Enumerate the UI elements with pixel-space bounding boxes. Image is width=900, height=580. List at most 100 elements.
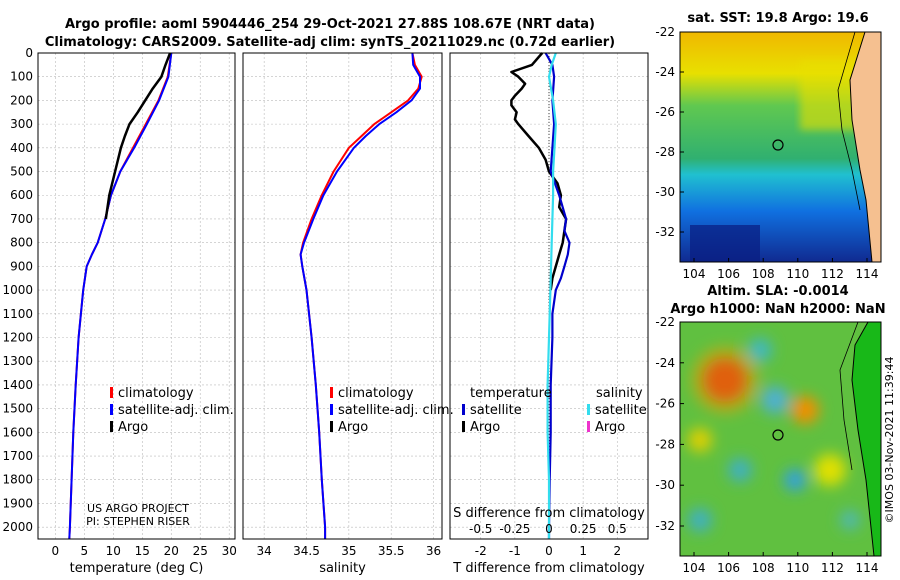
x-tick-label: 0 (52, 544, 60, 558)
legend-label-satellite: satellite-adj. clim. (118, 403, 234, 418)
x-tick-label: 0 (545, 544, 553, 558)
legend-label-climatology: climatology (118, 386, 194, 401)
bathymetry-contour (837, 32, 861, 211)
title-line-2: Climatology: CARS2009. Satellite-adj cli… (45, 35, 615, 50)
x-axis-label: salinity (319, 561, 366, 576)
sst-warm-patch (800, 60, 860, 130)
depth-tick-label: 0 (25, 46, 33, 60)
x-tick-label: 1 (579, 544, 587, 558)
legend-label-satellite: satellite-adj. clim. (338, 403, 454, 418)
map-lat-label: -26 (655, 105, 675, 119)
sla-high (791, 396, 819, 424)
sst-cold-patch (690, 225, 760, 262)
x-tick-label: 34 (257, 544, 272, 558)
depth-tick-label: 500 (10, 165, 33, 179)
depth-tick-label: 1100 (2, 307, 33, 321)
x-tick-label: 35 (341, 544, 356, 558)
depth-tick-label: 300 (10, 117, 33, 131)
s-diff-tick-label: 0.5 (608, 522, 627, 536)
argo-position-marker (772, 139, 784, 151)
x-tick-label: 15 (135, 544, 150, 558)
depth-tick-label: 200 (10, 93, 33, 107)
legend-swatch-climatology (330, 387, 333, 398)
map-lat-label: -26 (655, 397, 675, 411)
map-lat-label: -32 (655, 225, 675, 239)
imos-stamp: ©IMOS 03-Nov-2021 11:39:44 (883, 357, 896, 524)
sla-high (814, 454, 846, 486)
credit-line-2: PI: STEPHEN RISER (86, 515, 190, 528)
legend-label-s-argo: Argo (595, 420, 625, 435)
map-lon-label: 104 (683, 267, 706, 281)
sla-low (840, 510, 860, 530)
map-lon-label: 110 (786, 561, 809, 575)
map-lon-label: 106 (717, 561, 740, 575)
x-tick-label: 35.5 (378, 544, 405, 558)
legend-swatch-s-argo (587, 421, 590, 432)
coastline (849, 32, 873, 262)
depth-tick-label: 1300 (2, 354, 33, 368)
depth-tick-label: 1000 (2, 283, 33, 297)
map-lon-label: 114 (856, 561, 879, 575)
x-tick-label: -2 (475, 544, 487, 558)
sla-high (688, 428, 712, 452)
depth-tick-label: 2000 (2, 520, 33, 534)
map-lon-label: 110 (786, 267, 809, 281)
x-tick-label: 20 (164, 544, 179, 558)
difference-legend: temperature salinity satellite Argo sate… (462, 386, 647, 435)
salinity-legend: climatology satellite-adj. clim. Argo (330, 386, 454, 435)
legend-swatch-satellite (330, 404, 333, 415)
depth-tick-label: 1500 (2, 402, 33, 416)
x-tick-label: 30 (222, 544, 237, 558)
map-lat-label: -28 (655, 145, 675, 159)
sst-map: sat. SST: 19.8 Argo: 19.6 104 106 108 110 11… (655, 11, 882, 281)
legend-label-s-satellite: satellite (595, 403, 647, 418)
depth-tick-label: 1800 (2, 473, 33, 487)
sla-high-halo (691, 346, 759, 414)
depth-tick-label: 600 (10, 188, 33, 202)
sla-low (688, 508, 712, 532)
depth-tick-label: 1600 (2, 425, 33, 439)
coastline (851, 322, 875, 556)
depth-tick-label: 1200 (2, 330, 33, 344)
s-diff-tick-label: -0.25 (499, 522, 530, 536)
series-line-t-argo (510, 52, 568, 291)
sla-low (728, 458, 752, 482)
series-line-s-satellite (546, 52, 557, 539)
legend-label-argo: Argo (118, 420, 148, 435)
depth-tick-label: 1900 (2, 496, 33, 510)
argo-position-marker (772, 429, 784, 441)
sla-map: Altim. SLA: -0.0014 Argo h1000: NaN h200… (655, 284, 896, 575)
map-lat-label: -24 (655, 65, 675, 79)
land-mask (852, 322, 881, 556)
map-lat-label: -32 (655, 519, 675, 533)
x-axis-label: T difference from climatology (452, 561, 645, 576)
map-lon-label: 112 (821, 561, 844, 575)
legend-swatch-t-argo (462, 421, 465, 432)
map-lat-label: -30 (655, 478, 675, 492)
x-tick-label: 36 (426, 544, 441, 558)
panel-frame (449, 52, 649, 540)
depth-tick-label: 400 (10, 141, 33, 155)
x-tick-label: 2 (613, 544, 621, 558)
map-lon-label: 112 (821, 267, 844, 281)
sla-map-frame (679, 321, 882, 557)
map-lat-label: -22 (655, 25, 675, 39)
depth-tick-label: 100 (10, 70, 33, 84)
map-lat-label: -28 (655, 437, 675, 451)
panel-salinity: 34 34.5 35 35.5 36 salinity (242, 52, 443, 576)
legend-title-salinity: salinity (596, 386, 643, 401)
map-lat-label: -24 (655, 356, 675, 370)
series-line-climatology (299, 52, 423, 539)
map-lon-label: 104 (683, 561, 706, 575)
sla-low (761, 386, 789, 414)
x-tick-label: 25 (193, 544, 208, 558)
legend-label-climatology: climatology (338, 386, 414, 401)
sla-map-title-2: Argo h1000: NaN h2000: NaN (670, 302, 885, 317)
map-lon-label: 114 (856, 267, 879, 281)
x-tick-label: -1 (509, 544, 521, 558)
depth-tick-label: 800 (10, 236, 33, 250)
legend-swatch-satellite (110, 404, 113, 415)
x-axis-label: temperature (deg C) (70, 561, 204, 576)
legend-swatch-argo (330, 421, 333, 432)
